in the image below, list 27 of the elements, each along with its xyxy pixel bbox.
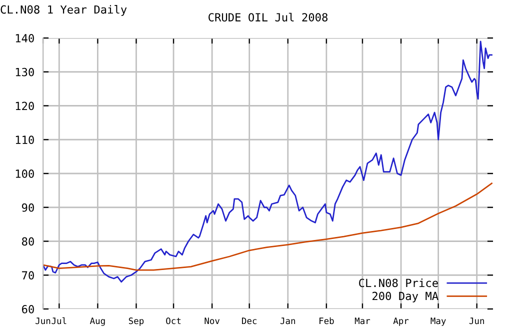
legend-label: CL.N08 Price: [359, 278, 438, 288]
x-tick-label: May: [430, 318, 446, 326]
chart-title: CRUDE OIL Jul 2008: [208, 12, 328, 22]
legend-label: 200 Day MA: [372, 292, 438, 302]
x-tick-label: Nov: [204, 318, 220, 324]
chart-subtitle: CL.N08 1 Year Daily: [0, 5, 127, 16]
y-tick-label: 120: [16, 102, 34, 110]
x-tick-label: Sep: [128, 318, 144, 326]
x-tick-label: Jul: [52, 317, 66, 324]
y-tick-label: 130: [16, 68, 34, 76]
x-tick-label: Jun: [36, 318, 50, 324]
y-tick-label: 110: [16, 136, 34, 144]
x-tick-label: Mar: [354, 318, 370, 324]
x-tick-label: Aug: [90, 318, 105, 326]
x-tick-label: Jun: [469, 318, 484, 324]
y-tick-label: 100: [16, 170, 34, 178]
x-tick-label: Jan: [280, 318, 296, 324]
line-series: [43, 182, 492, 271]
x-tick-label: Dec: [242, 318, 257, 324]
x-tick-label: Apr: [393, 318, 409, 326]
x-tick-label: Feb: [320, 317, 334, 324]
x-tick-label: Oct: [166, 318, 181, 324]
y-tick-label: 70: [22, 271, 34, 280]
y-tick-label: 140: [16, 34, 34, 42]
y-tick-label: 60: [22, 305, 34, 314]
y-tick-label: 90: [22, 203, 34, 212]
y-tick-label: 80: [22, 237, 34, 246]
